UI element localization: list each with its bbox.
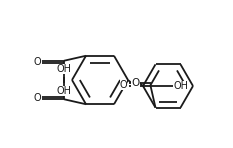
Text: OH: OH [56, 64, 72, 74]
Text: O: O [131, 78, 140, 88]
Text: O: O [120, 80, 127, 90]
Text: OH: OH [173, 81, 188, 91]
Text: O: O [33, 57, 41, 67]
Text: OH: OH [56, 86, 72, 96]
Text: O: O [33, 93, 41, 103]
